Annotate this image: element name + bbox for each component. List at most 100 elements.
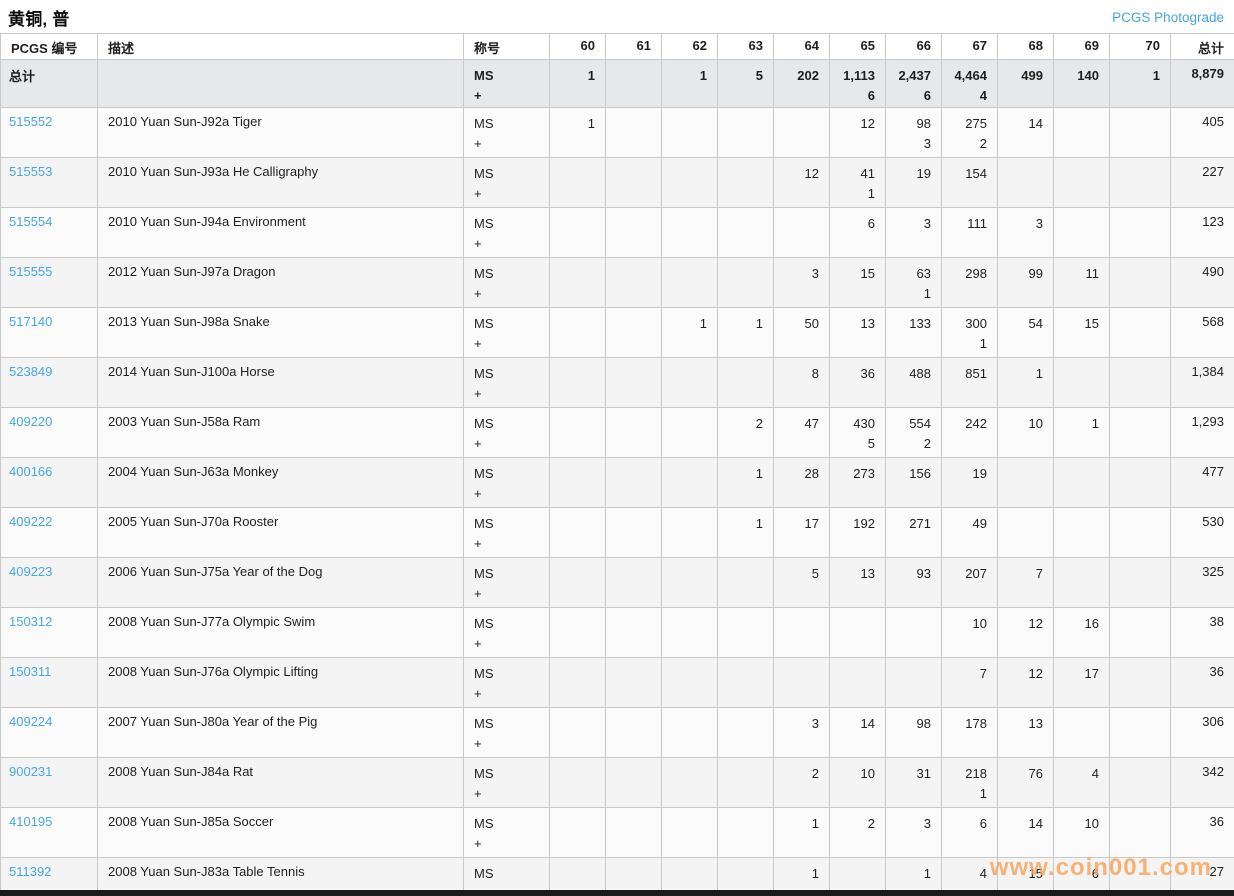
col-header-grade-66: 66 — [885, 33, 942, 60]
grade-cell-66: 63 1 — [885, 257, 942, 308]
grade-cell-66: 98 — [885, 707, 942, 758]
pcgs-id-link[interactable]: 515554 — [9, 214, 53, 229]
grade-cell-63 — [717, 607, 774, 658]
grade-cell-70 — [1109, 657, 1171, 708]
grade-cell-70 — [1109, 207, 1171, 258]
pcgs-id-link[interactable]: 511392 — [9, 864, 52, 879]
row-total-cell: 8,879 — [1170, 59, 1234, 108]
pcgs-id-link[interactable]: 400166 — [9, 464, 53, 479]
col-header-grade-60: 60 — [549, 33, 606, 60]
grade-cell-70 — [1109, 607, 1171, 658]
grade-cell-70 — [1109, 757, 1171, 808]
grade-cell-60 — [549, 807, 606, 858]
designation-cell: MS+ — [463, 707, 550, 758]
pcgs-id-cell: 409223 — [0, 557, 98, 608]
grade-cell-69 — [1053, 157, 1110, 208]
grade-cell-60 — [549, 407, 606, 458]
designation-cell: MS+ — [463, 207, 550, 258]
pcgs-id-link[interactable]: 409222 — [9, 514, 53, 529]
pcgs-id-link[interactable]: 150311 — [9, 664, 52, 679]
pcgs-id-cell: 511392 — [0, 857, 98, 896]
grade-cell-69: 16 — [1053, 607, 1110, 658]
table-row: 523849 2014 Yuan Sun-J100a Horse MS + 8 36 488… — [0, 357, 1234, 408]
photograde-link[interactable]: PCGS Photograde — [1112, 10, 1224, 25]
grade-cell-67: 298 — [941, 257, 998, 308]
grade-cell-66: 19 — [885, 157, 942, 208]
row-total-cell: 38 — [1170, 607, 1234, 658]
grade-cell-70 — [1109, 857, 1171, 896]
pcgs-id-cell: 410195 — [0, 807, 98, 858]
grade-cell-62 — [661, 457, 718, 508]
grade-cell-65: 12 — [829, 107, 886, 158]
row-total-cell: 1,293 — [1170, 407, 1234, 458]
grade-cell-68 — [997, 157, 1054, 208]
grade-cell-61 — [605, 257, 662, 308]
grade-cell-64: 2 — [773, 757, 830, 808]
header-row: PCGS 编号 描述 称号 60 61 62 63 64 65 66 67 68 69 70 总计 — [0, 33, 1234, 60]
grade-cell-63: 5 — [717, 59, 774, 108]
grade-cell-64: 3 — [773, 257, 830, 308]
pcgs-id-link[interactable]: 515553 — [9, 164, 53, 179]
grade-cell-65: 13 — [829, 557, 886, 608]
grade-cell-70 — [1109, 357, 1171, 408]
pcgs-id-link[interactable]: 523849 — [9, 364, 53, 379]
row-total-cell: 36 — [1170, 807, 1234, 858]
grade-cell-60 — [549, 357, 606, 408]
grade-cell-61 — [605, 157, 662, 208]
grade-cell-61 — [605, 457, 662, 508]
grade-cell-69: 140 — [1053, 59, 1110, 108]
grade-cell-61 — [605, 607, 662, 658]
pcgs-id-link[interactable]: 409220 — [9, 414, 53, 429]
row-total-cell: 123 — [1170, 207, 1234, 258]
pcgs-id-link[interactable]: 515555 — [9, 264, 53, 279]
grade-cell-68: 3 — [997, 207, 1054, 258]
pcgs-id-link[interactable]: 409223 — [9, 564, 53, 579]
grade-cell-62 — [661, 807, 718, 858]
description-cell: 2008 Yuan Sun-J76a Olympic Lifting — [97, 657, 464, 708]
top-bar: 黄铜, 普 PCGS Photograde — [0, 0, 1234, 33]
grade-cell-66: 93 — [885, 557, 942, 608]
grade-cell-68: 7 — [997, 557, 1054, 608]
designation-cell: MS+ — [463, 407, 550, 458]
designation-cell: MS+ — [463, 507, 550, 558]
pcgs-id-cell: 517140 — [0, 307, 98, 358]
grade-cell-67: 111 — [941, 207, 998, 258]
grade-cell-70 — [1109, 807, 1171, 858]
grade-cell-60 — [549, 507, 606, 558]
grade-cell-62 — [661, 257, 718, 308]
description-cell: 2010 Yuan Sun-J94a Environment — [97, 207, 464, 258]
pcgs-id-link[interactable]: 517140 — [9, 314, 53, 329]
table-row: 517140 2013 Yuan Sun-J98a Snake MS +1 1 50 13 1… — [0, 307, 1234, 358]
row-total-cell: 490 — [1170, 257, 1234, 308]
table-row: 409220 2003 Yuan Sun-J58a Ram MS + 2 47 430 5 55… — [0, 407, 1234, 458]
grade-cell-61 — [605, 407, 662, 458]
pcgs-id-link[interactable]: 150312 — [9, 614, 53, 629]
grade-cell-64: 47 — [773, 407, 830, 458]
grade-cell-62 — [661, 357, 718, 408]
table-row: 515554 2010 Yuan Sun-J94a Environment MS + 6… — [0, 207, 1234, 258]
grade-cell-68: 54 — [997, 307, 1054, 358]
pcgs-id-link[interactable]: 409224 — [9, 714, 53, 729]
grade-cell-65 — [829, 857, 886, 896]
pcgs-id-cell: 409220 — [0, 407, 98, 458]
pcgs-id-link[interactable]: 410195 — [9, 814, 53, 829]
grade-cell-62 — [661, 607, 718, 658]
grade-cell-63: 1 — [717, 507, 774, 558]
grade-cell-61 — [605, 307, 662, 358]
pcgs-id-link[interactable]: 900231 — [9, 764, 53, 779]
grade-cell-66: 133 — [885, 307, 942, 358]
grade-cell-70: 1 — [1109, 59, 1171, 108]
grade-cell-61 — [605, 59, 662, 108]
designation-cell: MS+ — [463, 357, 550, 408]
col-header-grade-65: 65 — [829, 33, 886, 60]
grade-cell-65: 10 — [829, 757, 886, 808]
grade-cell-65: 6 — [829, 207, 886, 258]
pcgs-id-link[interactable]: 515552 — [9, 114, 53, 129]
grade-cell-69: 10 — [1053, 807, 1110, 858]
grade-cell-60 — [549, 307, 606, 358]
grade-cell-64: 3 — [773, 707, 830, 758]
grade-cell-64: 1 — [773, 857, 830, 896]
grade-cell-60 — [549, 457, 606, 508]
grade-cell-61 — [605, 757, 662, 808]
grade-cell-66: 488 — [885, 357, 942, 408]
